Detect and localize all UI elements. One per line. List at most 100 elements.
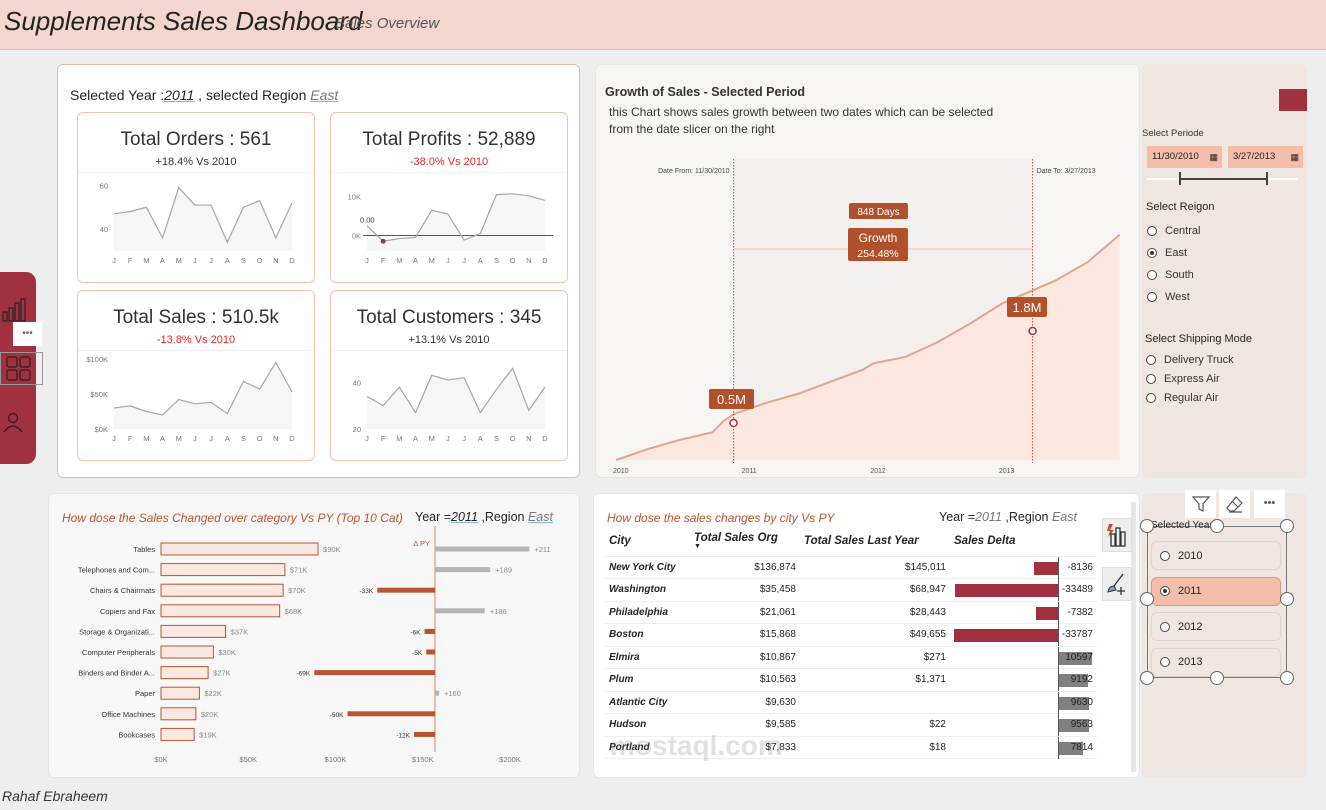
x-tick-label: $50K <box>239 755 257 764</box>
kpi-sparkline[interactable]: 60 40 J F M A M J J A S O N D <box>78 173 316 283</box>
shipping-label: Select Shipping Mode <box>1145 333 1253 345</box>
date-from-input[interactable]: 11/30/2010 ▦ <box>1147 146 1222 168</box>
bar-chart-icon[interactable] <box>2 298 26 324</box>
column-header-label: Total Sales Org <box>694 531 778 544</box>
radio-button[interactable] <box>1146 374 1156 384</box>
year-option[interactable]: 2010 <box>1151 541 1281 570</box>
kpi-sparkline[interactable]: 10K 0K 0.00 J F M A M J J A S O N D <box>331 173 569 283</box>
caption-prefix: Selected Year : <box>70 87 165 103</box>
radio-option[interactable]: Express Air <box>1146 373 1220 385</box>
date-to-input[interactable]: 3/27/2013 ▦ <box>1228 146 1303 168</box>
growth-area-chart[interactable]: Date From: 11/30/2010 Date To: 3/27/2013 8… <box>596 65 1141 479</box>
x-tick-label: D <box>542 434 548 443</box>
delta-bar-positive <box>1059 674 1088 687</box>
column-header[interactable]: City <box>605 526 690 557</box>
x-tick-label: A <box>160 434 165 443</box>
city-cell: Washington <box>605 578 690 602</box>
quick-insights-button[interactable] <box>1102 518 1132 552</box>
grid-icon[interactable] <box>0 352 44 386</box>
more-options-button[interactable]: ••• <box>1254 490 1285 518</box>
table-row[interactable]: Atlantic City $9,630 9630 <box>605 691 1097 714</box>
navigation-arrow-button[interactable] <box>1279 89 1307 111</box>
resize-handle[interactable] <box>1280 519 1294 533</box>
last-year-cell: $68,947 <box>800 578 950 602</box>
slider-handle-end[interactable] <box>1266 172 1268 185</box>
column-header[interactable]: Total Sales Last Year <box>800 526 950 557</box>
slider-handle-start[interactable] <box>1179 172 1181 185</box>
table-row[interactable]: Philadelphia $21,061 $28,443 -7382 <box>605 601 1097 624</box>
table-row[interactable]: Plum $10,563 $1,371 9192 <box>605 668 1097 692</box>
resize-handle[interactable] <box>1140 519 1154 533</box>
radio-button[interactable] <box>1160 586 1170 596</box>
x-tick-label: $150K <box>412 755 434 764</box>
radio-option[interactable]: Regular Air <box>1146 392 1218 404</box>
clear-selection-button[interactable] <box>1219 490 1250 518</box>
data-point <box>380 238 386 244</box>
kpi-sparkline[interactable]: $100K $50K $0K J F M A M J J A S O N D <box>78 351 316 461</box>
radio-option[interactable]: East <box>1147 247 1187 259</box>
x-tick-label: J <box>365 434 369 443</box>
sparkline-line <box>113 186 293 244</box>
kpi-card[interactable]: Total Orders : 561 +18.4% Vs 2010 60 40 J F… <box>77 112 315 283</box>
table-row[interactable]: Elmira $10,867 $271 10597 <box>605 646 1097 669</box>
radio-button[interactable] <box>1147 270 1157 280</box>
delta-cell: 10597 <box>950 646 1097 669</box>
radio-button[interactable] <box>1147 248 1157 258</box>
table-row[interactable]: Boston $15,868 $49,655 -33787 <box>605 623 1097 647</box>
end-point <box>1028 326 1037 336</box>
radio-button[interactable] <box>1160 621 1170 632</box>
calendar-icon[interactable]: ▦ <box>1209 152 1218 162</box>
radio-option[interactable]: South <box>1147 269 1194 281</box>
period-label: Select Periode <box>1142 128 1204 139</box>
radio-button[interactable] <box>1160 657 1170 667</box>
x-tick-label: J <box>462 256 466 265</box>
growth-panel: Growth of Sales - Selected Period this C… <box>595 64 1140 478</box>
radio-button[interactable] <box>1147 226 1157 236</box>
end-value-label-box <box>1007 297 1047 317</box>
column-header[interactable]: Total Sales Org ▼ <box>690 526 800 557</box>
divider <box>78 350 314 351</box>
radio-button[interactable] <box>1147 292 1157 302</box>
sales-cell: $9,630 <box>690 691 800 714</box>
table-row[interactable]: Washington $35,458 $68,947 -33489 <box>605 578 1097 602</box>
year-option[interactable]: 2011 <box>1151 576 1281 606</box>
column-header[interactable]: Sales Delta <box>950 526 1097 557</box>
table-scrollbar[interactable] <box>1131 502 1136 772</box>
table-row[interactable]: New York City $136,874 $145,011 -8136 <box>605 556 1097 579</box>
resize-handle[interactable] <box>1140 671 1154 685</box>
radio-button[interactable] <box>1146 393 1156 403</box>
sort-desc-icon[interactable]: ▼ <box>694 542 701 550</box>
more-options-button[interactable]: ••• <box>13 322 42 346</box>
sales-cell: $10,563 <box>690 668 800 692</box>
resize-handle[interactable] <box>1140 592 1154 606</box>
kpi-sparkline[interactable]: 40 20 J F M A M J J A S O N D <box>331 351 569 461</box>
kpi-card[interactable]: Total Sales : 510.5k -13.8% Vs 2010 $100… <box>77 290 315 461</box>
resize-handle[interactable] <box>1280 671 1294 685</box>
sales-bar <box>160 583 284 597</box>
kpi-title: Total Sales : 510.5k <box>113 307 279 328</box>
x-tick-label: N <box>526 256 531 265</box>
radio-button[interactable] <box>1146 355 1156 365</box>
calendar-icon[interactable]: ▦ <box>1290 152 1299 162</box>
radio-option[interactable]: West <box>1147 291 1190 303</box>
filter-button[interactable] <box>1185 490 1216 518</box>
x-tick-label: A <box>225 256 230 265</box>
resize-handle[interactable] <box>1210 519 1224 533</box>
kpi-card[interactable]: Total Profits : 52,889 -38.0% Vs 2010 10… <box>330 112 568 283</box>
kpi-card[interactable]: Total Customers : 345 +13.1% Vs 2010 40 2… <box>330 290 568 461</box>
resize-handle[interactable] <box>1210 671 1224 685</box>
delta-value: 7814 <box>1070 741 1093 753</box>
year-option[interactable]: 2012 <box>1151 612 1281 641</box>
sales-value-label: $68K <box>285 607 303 616</box>
format-painter-button[interactable] <box>1102 567 1132 601</box>
radio-option[interactable]: Delivery Truck <box>1146 354 1234 366</box>
category-bar-chart[interactable]: Δ PY Tables $90K +211 Telephones and Com... $… <box>49 494 581 779</box>
table-row[interactable]: Hudson $9,585 $22 9563 <box>605 713 1097 737</box>
radio-button[interactable] <box>1160 550 1170 561</box>
table-row[interactable]: Portland $7,833 $18 7814 <box>605 736 1097 759</box>
kpi-title: Total Profits : 52,889 <box>362 129 536 150</box>
user-icon[interactable] <box>3 412 23 434</box>
radio-option[interactable]: Central <box>1147 225 1200 237</box>
resize-handle[interactable] <box>1280 592 1294 606</box>
category-label: Telephones and Com... <box>78 566 155 575</box>
